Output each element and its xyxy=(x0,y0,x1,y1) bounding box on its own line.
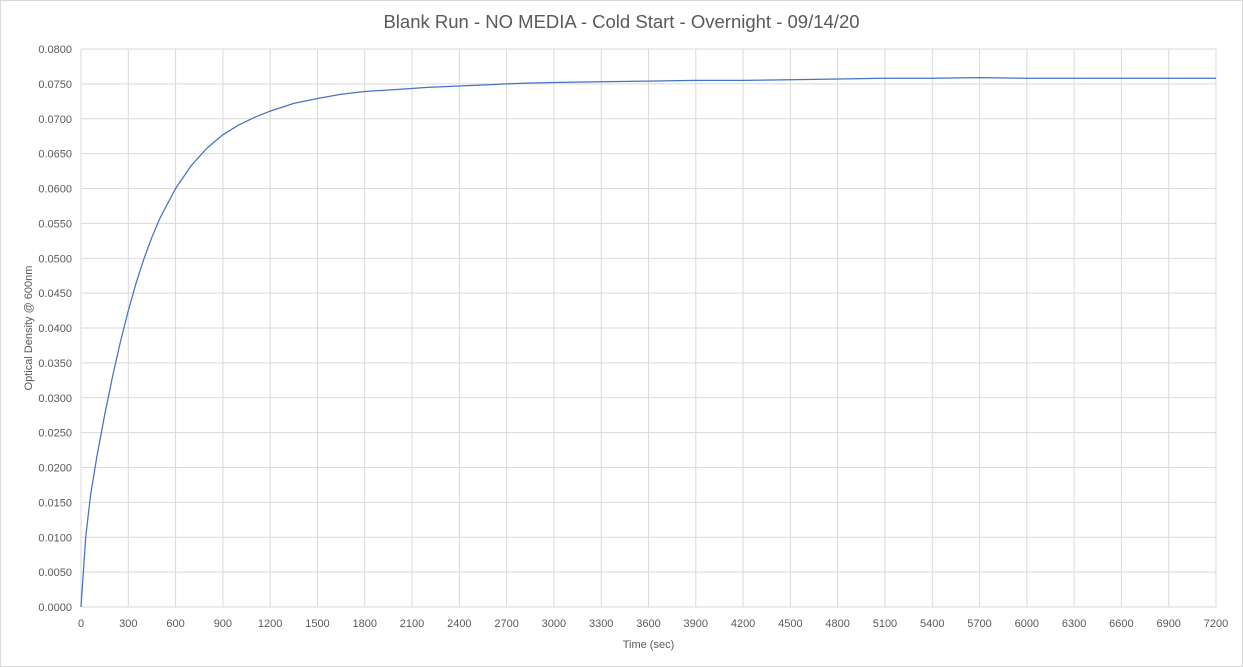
grid-layer xyxy=(80,48,1217,608)
x-axis-label: Time (sec) xyxy=(623,639,675,651)
y-axis-ticks: 0.0000 0.0050 0.0100 0.0150 0.0200 0.0250 0.03… xyxy=(38,44,72,614)
y-tick-label: 0.0400 xyxy=(38,323,72,335)
series-line xyxy=(80,76,1216,608)
y-axis-label: Optical Density @ 600nm xyxy=(23,266,35,391)
y-tick-label: 0.0150 xyxy=(38,497,72,509)
x-tick-label: 3600 xyxy=(636,618,660,630)
x-tick-label: 5100 xyxy=(873,618,897,630)
x-tick-label: 1800 xyxy=(353,618,377,630)
x-tick-label: 1500 xyxy=(305,618,329,630)
x-tick-label: 2400 xyxy=(447,618,471,630)
x-tick-label: 300 xyxy=(119,618,137,630)
x-tick-label: 3000 xyxy=(542,618,566,630)
x-tick-label: 600 xyxy=(166,618,184,630)
y-tick-label: 0.0800 xyxy=(38,44,72,56)
x-tick-label: 4500 xyxy=(778,618,802,630)
y-tick-label: 0.0750 xyxy=(38,79,72,91)
x-tick-label: 6300 xyxy=(1062,618,1086,630)
y-tick-label: 0.0050 xyxy=(38,567,72,579)
x-tick-label: 4800 xyxy=(825,618,849,630)
x-tick-label: 3900 xyxy=(684,618,708,630)
y-tick-label: 0.0700 xyxy=(38,114,72,126)
y-tick-label: 0.0600 xyxy=(38,184,72,196)
x-tick-label: 7200 xyxy=(1204,618,1228,630)
x-tick-label: 2700 xyxy=(494,618,518,630)
x-tick-label: 6000 xyxy=(1015,618,1039,630)
x-tick-label: 6600 xyxy=(1109,618,1133,630)
x-tick-label: 5700 xyxy=(967,618,991,630)
y-tick-label: 0.0200 xyxy=(38,463,72,475)
x-tick-label: 3300 xyxy=(589,618,613,630)
x-tick-label: 900 xyxy=(214,618,232,630)
chart-title: Blank Run - NO MEDIA - Cold Start - Over… xyxy=(383,11,860,32)
y-tick-label: 0.0450 xyxy=(38,288,72,300)
x-tick-label: 5400 xyxy=(920,618,944,630)
y-tick-label: 0.0550 xyxy=(38,218,72,230)
y-tick-label: 0.0500 xyxy=(38,253,72,265)
y-tick-label: 0.0100 xyxy=(38,532,72,544)
x-tick-label: 0 xyxy=(78,618,84,630)
x-tick-label: 2100 xyxy=(400,618,424,630)
x-tick-label: 1200 xyxy=(258,618,282,630)
y-tick-label: 0.0300 xyxy=(38,393,72,405)
y-tick-label: 0.0650 xyxy=(38,149,72,161)
x-axis-ticks: 0 300 600 900 1200 1500 1800 2100 2400 2700 3000 33… xyxy=(78,618,1228,630)
y-tick-label: 0.0350 xyxy=(38,358,72,370)
x-tick-label: 4200 xyxy=(731,618,755,630)
y-tick-label: 0.0000 xyxy=(38,602,72,614)
x-tick-label: 6900 xyxy=(1156,618,1180,630)
y-tick-label: 0.0250 xyxy=(38,428,72,440)
